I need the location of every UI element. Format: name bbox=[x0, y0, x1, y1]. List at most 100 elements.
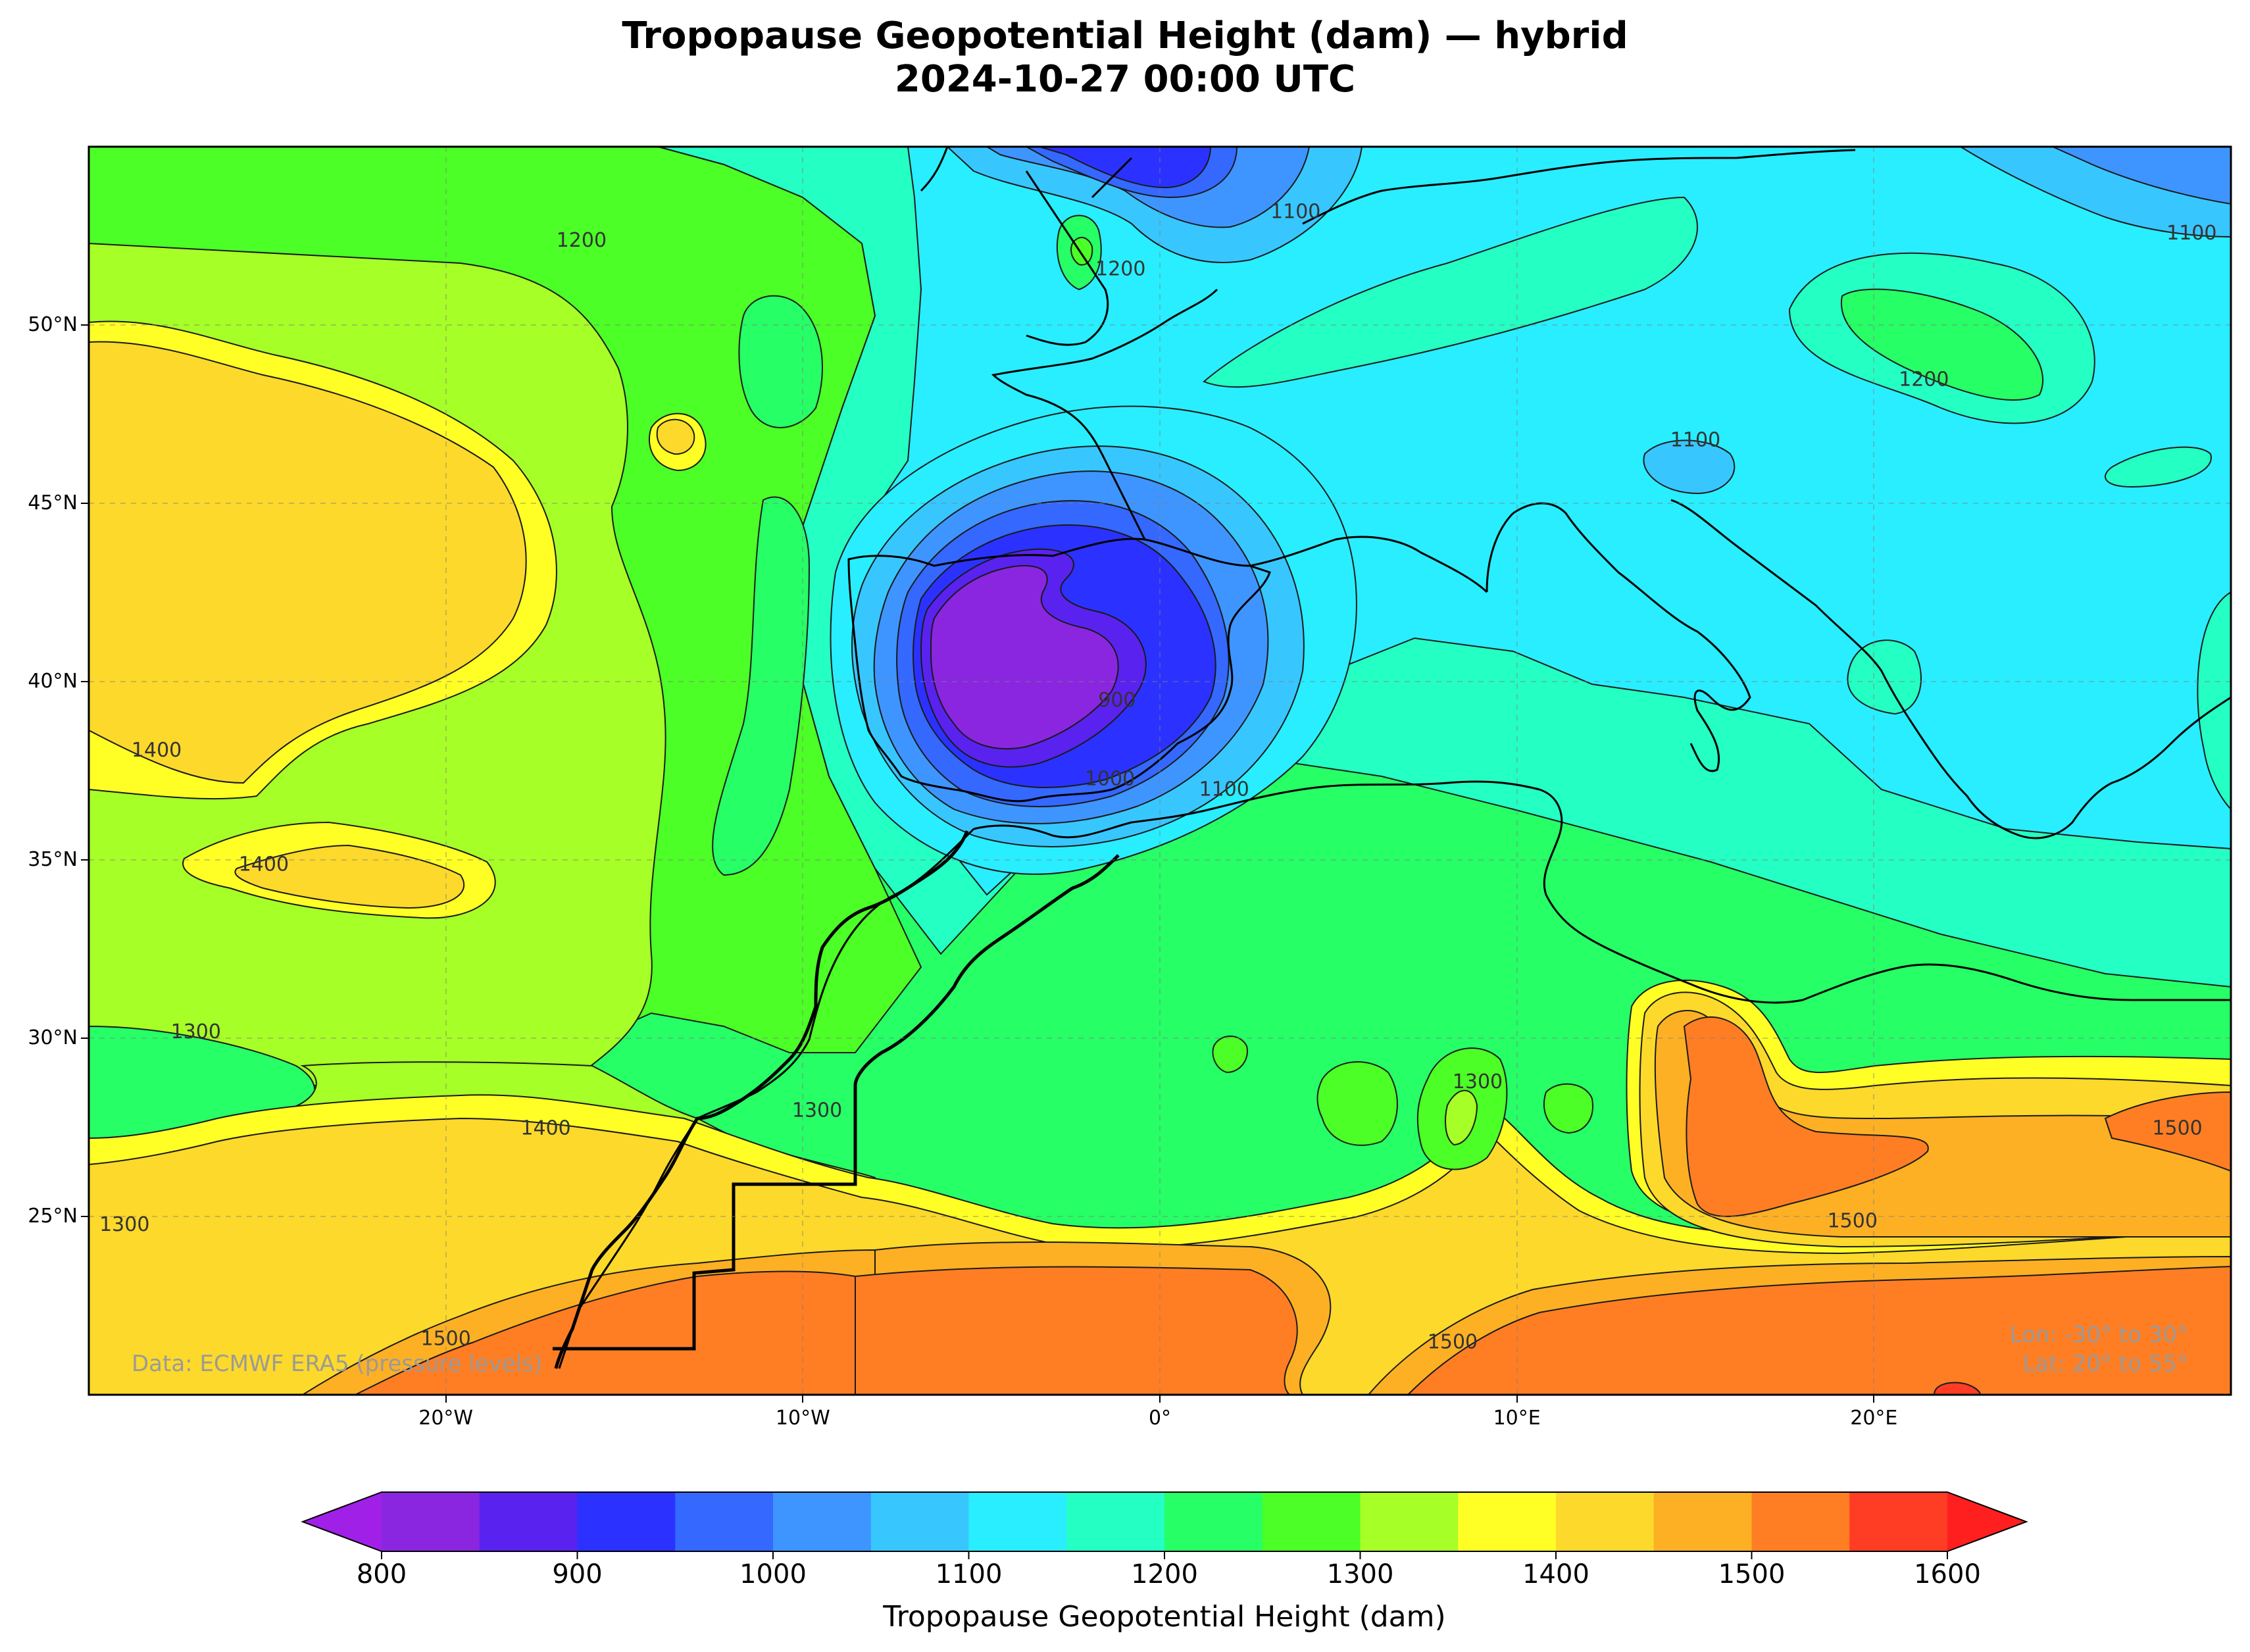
y-tick-label: 25°N bbox=[28, 1205, 78, 1228]
colorbar-bin bbox=[1458, 1492, 1557, 1551]
y-tick-label: 50°N bbox=[28, 313, 78, 336]
colorbar bbox=[301, 1491, 2028, 1559]
contour-label: 1400 bbox=[239, 853, 289, 876]
colorbar-tick-label: 1500 bbox=[1718, 1559, 1786, 1589]
ridge-1250-west-cut2 bbox=[712, 496, 811, 876]
extent-note-lat: Lat: 20° to 55° bbox=[2022, 1351, 2188, 1377]
patch-1200-central-europe bbox=[1203, 196, 1698, 388]
x-tick-label: 20°W bbox=[418, 1407, 474, 1430]
colorbar-bin bbox=[773, 1492, 872, 1551]
y-tick-label: 40°N bbox=[28, 670, 78, 693]
border-morocco bbox=[554, 830, 969, 1369]
sahara-1300-c bbox=[1543, 1083, 1593, 1134]
contour-label: 1500 bbox=[1428, 1331, 1478, 1354]
colorbar-bin bbox=[1849, 1492, 1948, 1551]
colorbar-bin bbox=[1556, 1492, 1655, 1551]
colorbar-bin bbox=[1262, 1492, 1361, 1551]
figure-title: Tropopause Geopotential Height (dam) — h… bbox=[622, 14, 1628, 57]
extent-note-lon: Lon: -30° to 30° bbox=[2009, 1322, 2188, 1348]
contour-labels: 1200 1100 1200 1100 1200 1100 1400 1400 900 1000 1… bbox=[99, 201, 2216, 1354]
contour-label: 1200 bbox=[1095, 257, 1145, 280]
ridge-1400-small bbox=[656, 418, 695, 455]
ridge-1400-canaries bbox=[234, 844, 465, 909]
contour-label: 1400 bbox=[520, 1117, 570, 1140]
colorbar-bin bbox=[1360, 1492, 1459, 1551]
colorbar-tick-label: 1600 bbox=[1914, 1559, 1981, 1589]
source-note: Data: ECMWF ERA5 (pressure levels) bbox=[132, 1351, 542, 1377]
patch-1250-east bbox=[1840, 288, 2043, 401]
ridge-1300-england bbox=[1070, 237, 1093, 266]
colorbar-tick-label: 800 bbox=[356, 1559, 407, 1589]
x-tick-label: 10°E bbox=[1493, 1407, 1541, 1430]
coast-france bbox=[991, 288, 1488, 593]
contour-label: 900 bbox=[1098, 689, 1136, 712]
libya-1500 bbox=[1683, 1016, 1929, 1217]
colorbar-label: Tropopause Geopotential Height (dam) bbox=[883, 1600, 1446, 1634]
sahara-1350-b bbox=[1445, 1089, 1478, 1146]
contour-label: 1300 bbox=[99, 1213, 149, 1236]
contour-label: 1100 bbox=[1270, 201, 1320, 224]
contour-label: 1300 bbox=[1453, 1070, 1503, 1093]
contour-label: 1500 bbox=[420, 1327, 470, 1350]
colorbar-bin bbox=[1164, 1492, 1263, 1551]
colorbar-bin bbox=[1066, 1492, 1165, 1551]
colorbar-bin bbox=[382, 1492, 480, 1551]
contour-label: 1100 bbox=[1670, 428, 1720, 451]
ridge-1400-west bbox=[89, 341, 527, 784]
colorbar-bin bbox=[479, 1492, 578, 1551]
ridge-1250-west-cut bbox=[738, 295, 823, 428]
coast-italy bbox=[1486, 502, 1751, 772]
contour-label: 1500 bbox=[1828, 1209, 1878, 1232]
axis-ticks bbox=[81, 324, 1874, 1403]
colorbar-tick-label: 1400 bbox=[1522, 1559, 1589, 1589]
south-1500 bbox=[355, 1270, 856, 1395]
border-algeria bbox=[553, 854, 1120, 1351]
contour-label: 1500 bbox=[2152, 1117, 2202, 1140]
coast-north-africa bbox=[973, 780, 2231, 1004]
y-tick-label: 45°N bbox=[28, 491, 78, 514]
sahara-1300-d bbox=[1212, 1036, 1248, 1074]
colorbar-tick-label: 1000 bbox=[739, 1559, 807, 1589]
patch-1100-adriatic bbox=[1643, 439, 1736, 495]
coast-adriatic bbox=[1670, 499, 1922, 738]
y-tick-label: 30°N bbox=[28, 1026, 78, 1049]
coast-iberia bbox=[847, 538, 1271, 803]
south-1500-west-pocket bbox=[855, 1266, 1298, 1395]
colorbar-bin bbox=[675, 1492, 774, 1551]
x-tick-label: 10°W bbox=[775, 1407, 830, 1430]
patch-1200-aegean-edge bbox=[2197, 591, 2231, 811]
gridlines bbox=[89, 147, 2231, 1395]
colorbar-tick-label: 1300 bbox=[1326, 1559, 1394, 1589]
coast-britain bbox=[920, 147, 1133, 346]
contour-label: 1200 bbox=[1899, 368, 1949, 391]
contour-label: 1300 bbox=[792, 1099, 842, 1122]
contour-label: 1100 bbox=[2166, 222, 2216, 245]
figure-subtitle: 2024-10-27 00:00 UTC bbox=[894, 58, 1356, 101]
south-1550-east bbox=[1933, 1382, 1982, 1395]
contour-label: 1000 bbox=[1085, 767, 1135, 790]
libya-1500-east bbox=[2104, 1091, 2231, 1172]
colorbar-over-arrow bbox=[1947, 1492, 2026, 1551]
contour-label: 1200 bbox=[557, 229, 607, 252]
coast-balkans-greece bbox=[1920, 696, 2231, 839]
south-1500-east bbox=[1407, 1265, 2231, 1395]
colorbar-tick-label: 1100 bbox=[935, 1559, 1003, 1589]
colorbar-bin bbox=[577, 1492, 676, 1551]
colorbar-bin bbox=[1653, 1492, 1752, 1551]
coast-baltic bbox=[1302, 149, 1856, 225]
low-north-950 bbox=[1039, 147, 1212, 189]
contour-label: 1300 bbox=[171, 1020, 221, 1043]
contour-label: 1100 bbox=[1199, 778, 1249, 801]
patch-1050-northeast bbox=[2052, 147, 2231, 205]
colorbar-bin bbox=[968, 1492, 1067, 1551]
x-tick-label: 0° bbox=[1148, 1407, 1172, 1430]
colorbar-under-arrow bbox=[303, 1492, 382, 1551]
contour-label: 1400 bbox=[132, 739, 182, 762]
map-plot-area: 1200 1100 1200 1100 1200 1100 1400 1400 900 1000 1… bbox=[89, 147, 2231, 1395]
x-tick-label: 20°E bbox=[1850, 1407, 1898, 1430]
colorbar-bin bbox=[1751, 1492, 1850, 1551]
colorbar-tick-label: 1200 bbox=[1131, 1559, 1198, 1589]
patch-1200-far-east bbox=[2105, 446, 2212, 488]
sahara-1300-a bbox=[1316, 1061, 1398, 1146]
